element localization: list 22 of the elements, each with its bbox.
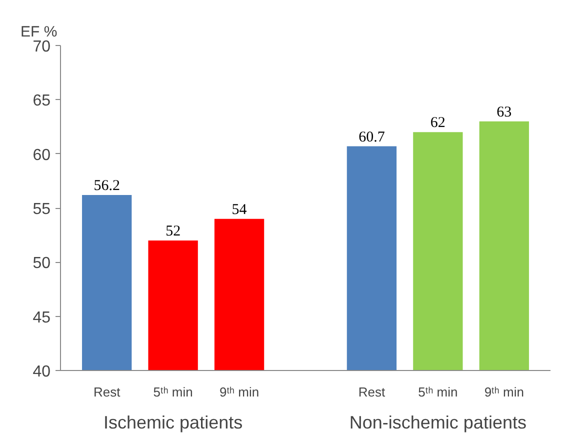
x-tick-label: 5ᵗʰ min [153, 384, 193, 400]
y-tick-label: 65 [32, 92, 51, 110]
data-label: 60.7 [358, 129, 386, 146]
text: Ischemic patients [104, 412, 243, 432]
data-label: 54 [232, 202, 248, 218]
x-tick-label: 5ᵗʰ min [418, 384, 458, 400]
x-tick-label: 9ᵗʰ min [219, 384, 260, 400]
y-tick-label: 50 [32, 255, 51, 272]
y-tick-label: 40 [32, 364, 51, 380]
data-label: 62 [430, 115, 446, 132]
data-label: 63 [496, 104, 512, 120]
data-label: 56.2 [94, 178, 120, 194]
y-tick-label: 45 [32, 309, 51, 326]
x-tick-label: Rest [358, 384, 386, 400]
data-label: 52 [166, 224, 181, 240]
x-tick-label: 9ᵗʰ min [484, 384, 524, 400]
y-tick-label: 55 [32, 201, 51, 218]
y-tick-label: 60 [32, 146, 51, 164]
text: Non-ischemic patients [349, 412, 526, 432]
x-tick-label: Rest [93, 384, 121, 400]
y-axis-title: EF % [20, 24, 58, 40]
y-tick-label: 70 [32, 38, 51, 56]
